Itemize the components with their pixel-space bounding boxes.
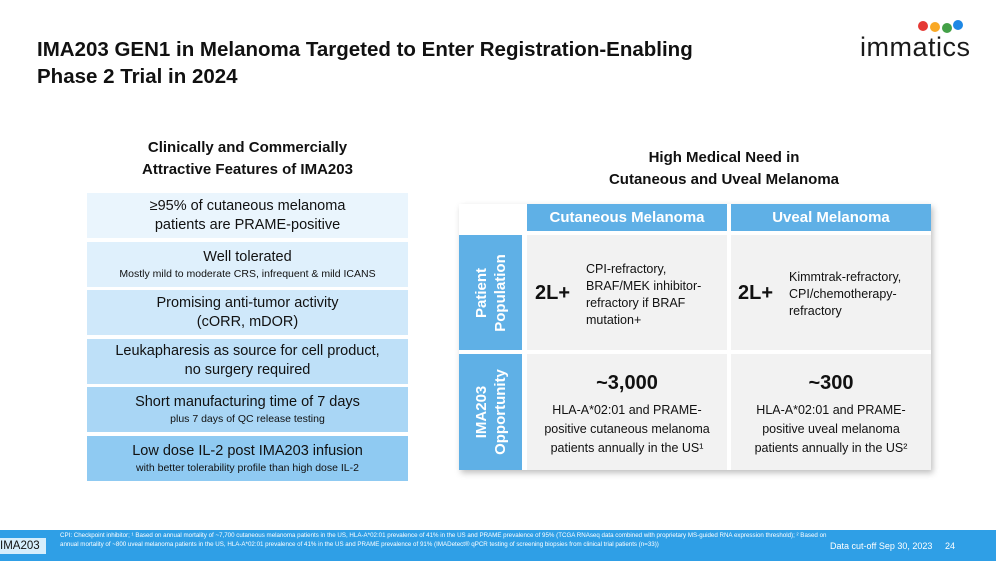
desc-line: refractory if BRAF: [586, 296, 686, 310]
line-of-therapy: 2L+: [738, 282, 774, 304]
logo-text: immatics: [860, 32, 971, 62]
feature-item: Low dose IL-2 post IMA203 infusion with …: [87, 435, 408, 481]
page-title: IMA203 GEN1 in Melanoma Targeted to Ente…: [37, 36, 797, 90]
feature-main-1: Well tolerated: [203, 248, 292, 265]
medical-need-title-line-2: Cutaneous and Uveal Melanoma: [608, 171, 840, 188]
cell-cutaneous-opportunity: ~3,000 HLA-A*02:01 and PRAME- positive c…: [527, 354, 727, 470]
feature-list: ≥95% of cutaneous melanoma patients are …: [87, 193, 408, 485]
feature-main-1: Leukapharesis as source for cell product…: [115, 343, 380, 360]
row-header-population: Patient Population: [459, 235, 522, 350]
desc-line: HLA-A*02:01 and PRAME-: [552, 403, 702, 417]
features-title-line-2: Attractive Features of IMA203: [142, 161, 353, 178]
footer-program-tag: IMA203: [0, 538, 46, 554]
feature-sub: plus 7 days of QC release testing: [170, 413, 325, 426]
logo-dots-icon: [918, 20, 963, 33]
desc-line: positive cutaneous melanoma: [544, 422, 710, 436]
desc-line: patients annually in the US¹: [550, 441, 704, 455]
feature-item: Promising anti-tumor activity (cORR, mDO…: [87, 290, 408, 336]
cell-uveal-opportunity: ~300 HLA-A*02:01 and PRAME- positive uve…: [731, 354, 931, 470]
desc-line: Kimmtrak-refractory,: [789, 270, 902, 284]
feature-item: Leukapharesis as source for cell product…: [87, 338, 408, 384]
medical-need-title-line-1: High Medical Need in: [648, 149, 800, 166]
feature-sub: Mostly mild to moderate CRS, infrequent …: [119, 267, 376, 280]
data-cutoff: Data cut-off Sep 30, 2023: [830, 541, 933, 551]
cell-uveal-population: 2L+ Kimmtrak-refractory, CPI/chemotherap…: [731, 235, 931, 350]
feature-item: Well tolerated Mostly mild to moderate C…: [87, 241, 408, 287]
patient-count: ~300: [808, 372, 854, 394]
feature-main-1: Low dose IL-2 post IMA203 infusion: [132, 442, 363, 459]
desc-line: CPI-refractory,: [586, 262, 667, 276]
cell-cutaneous-population: 2L+ CPI-refractory, BRAF/MEK inhibitor- …: [527, 235, 727, 350]
footnote: CPI: Checkpoint inhibitor; ¹ Based on an…: [60, 532, 827, 548]
company-logo: immatics: [858, 18, 971, 62]
opportunity-description: HLA-A*02:01 and PRAME- positive cutaneou…: [527, 401, 727, 458]
population-description: CPI-refractory, BRAF/MEK inhibitor- refr…: [586, 261, 701, 329]
title-line-2: Phase 2 Trial in 2024: [37, 65, 238, 88]
feature-main-2: (cORR, mDOR): [196, 313, 299, 330]
desc-line: refractory: [789, 304, 842, 318]
feature-item: ≥95% of cutaneous melanoma patients are …: [87, 193, 408, 238]
page-number: 24: [945, 541, 956, 551]
desc-line: CPI/chemotherapy-: [789, 287, 897, 301]
feature-sub: with better tolerability profile than hi…: [136, 461, 359, 474]
opportunity-description: HLA-A*02:01 and PRAME- positive uveal me…: [731, 401, 931, 458]
row-header-population-label: Patient Population: [472, 253, 509, 332]
line-of-therapy: 2L+: [535, 282, 571, 304]
desc-line: positive uveal melanoma: [762, 422, 900, 436]
feature-main-2: no surgery required: [184, 362, 311, 379]
patient-count: ~3,000: [596, 372, 658, 394]
row-header-opportunity: IMA203 Opportunity: [459, 354, 522, 470]
population-description: Kimmtrak-refractory, CPI/chemotherapy- r…: [789, 269, 901, 320]
column-header-uveal: Uveal Melanoma: [731, 204, 931, 231]
desc-line: mutation+: [586, 313, 642, 327]
feature-main-1: Short manufacturing time of 7 days: [135, 394, 360, 411]
column-header-cutaneous: Cutaneous Melanoma: [527, 204, 727, 231]
feature-main-1: Promising anti-tumor activity: [156, 294, 339, 311]
feature-main-1: ≥95% of cutaneous melanoma: [149, 197, 346, 214]
features-title: Clinically and Commercially Attractive F…: [87, 137, 408, 181]
desc-line: BRAF/MEK inhibitor-: [586, 279, 702, 293]
title-line-1: IMA203 GEN1 in Melanoma Targeted to Ente…: [37, 38, 693, 61]
medical-need-title: High Medical Need in Cutaneous and Uveal…: [520, 147, 928, 191]
row-header-opportunity-label: IMA203 Opportunity: [472, 369, 509, 455]
desc-line: HLA-A*02:01 and PRAME-: [756, 403, 906, 417]
features-title-line-1: Clinically and Commercially: [147, 139, 348, 156]
feature-item: Short manufacturing time of 7 days plus …: [87, 387, 408, 433]
feature-main-2: patients are PRAME-positive: [154, 216, 341, 233]
footer-bar: IMA203 CPI: Checkpoint inhibitor; ¹ Base…: [0, 530, 996, 561]
desc-line: patients annually in the US²: [754, 441, 908, 455]
